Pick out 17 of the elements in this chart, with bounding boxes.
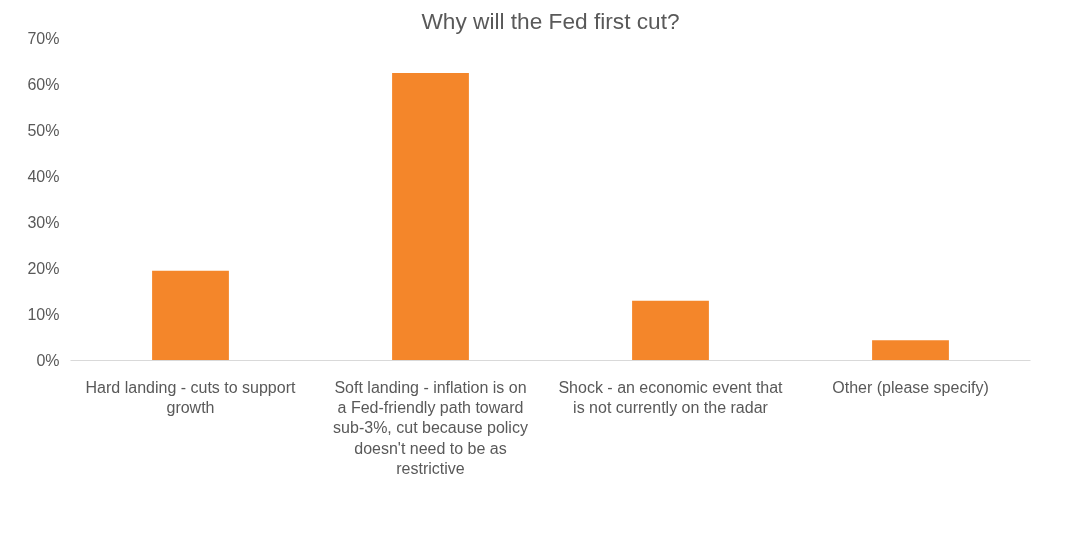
bar [872, 340, 949, 361]
y-tick-label: 20% [27, 260, 60, 277]
y-tick-label: 0% [36, 352, 60, 369]
y-tick-label: 10% [27, 306, 60, 323]
y-tick-label: 30% [27, 214, 60, 231]
x-tick-label: Soft landing - inflation is on a Fed-friendly path toward sub-3%, cut because policy doesn't need to be as restrictive [333, 378, 528, 478]
x-tick-label: Hard landing - cuts to support growth [85, 378, 296, 416]
bar [632, 300, 709, 361]
x-tick-label: Other (please specify) [832, 378, 989, 396]
y-tick-label: 50% [27, 122, 60, 139]
y-tick-label: 60% [27, 76, 60, 93]
bar [152, 270, 229, 361]
y-tick-label: 70% [27, 30, 60, 47]
chart-title: Why will the Fed first cut? [421, 7, 680, 34]
x-tick-label: Shock - an economic event that is not currently on the radar [558, 378, 784, 416]
bar [392, 73, 469, 361]
y-tick-label: 40% [27, 168, 60, 185]
